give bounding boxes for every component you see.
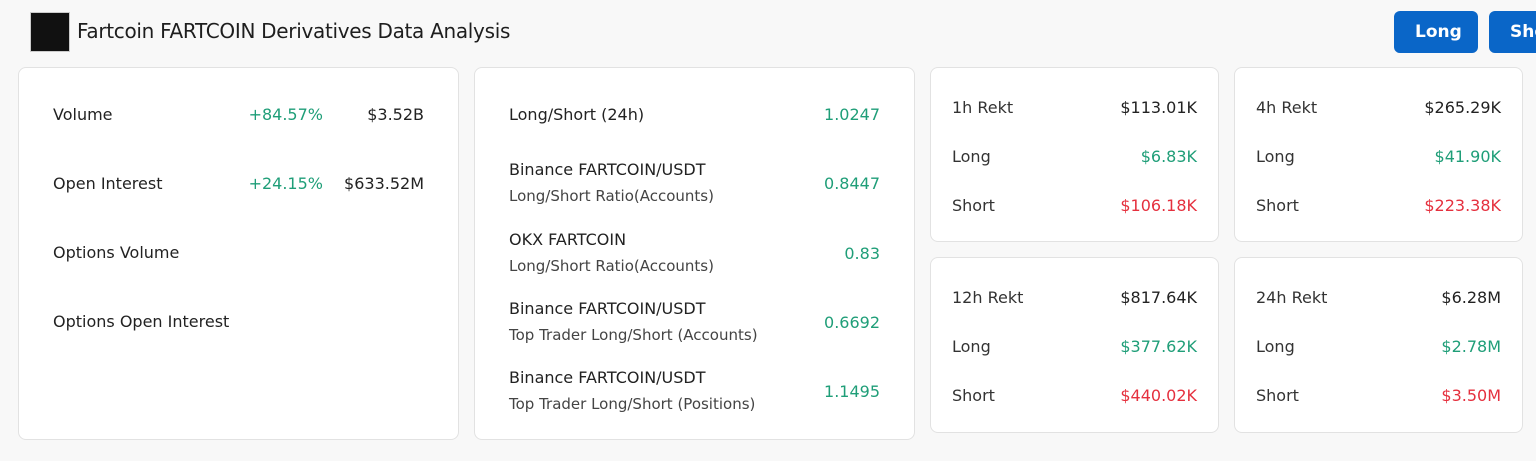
rekt-card-24h: 24h Rekt $6.28M Long $2.78M Short $3.50M <box>1234 257 1523 433</box>
rekt-label: 4h Rekt <box>1256 98 1318 117</box>
ratio-value: 1.0247 <box>824 105 880 124</box>
rekt-value: $6.83K <box>1140 147 1197 166</box>
metric-label: Options Open Interest <box>53 312 230 331</box>
metric-label: Open Interest <box>53 174 163 193</box>
rekt-label: Short <box>952 196 995 215</box>
ratio-label: Binance FARTCOIN/USDT Top Trader Long/Sho… <box>509 368 755 413</box>
ratio-label: Long/Short (24h) <box>509 105 644 124</box>
rekt-value: $265.29K <box>1424 98 1501 117</box>
rekt-label: 12h Rekt <box>952 288 1024 307</box>
ratio-value: 1.1495 <box>824 382 880 401</box>
coin-logo <box>30 12 70 52</box>
ratio-value: 0.83 <box>844 244 880 263</box>
rekt-value: $3.50M <box>1441 386 1501 405</box>
rekt-value: $6.28M <box>1441 288 1501 307</box>
rekt-value: $223.38K <box>1424 196 1501 215</box>
rekt-label: Long <box>1256 337 1295 356</box>
rekt-value: $2.78M <box>1441 337 1501 356</box>
rekt-label: Short <box>952 386 995 405</box>
rekt-value: $817.64K <box>1120 288 1197 307</box>
rekt-value: $440.02K <box>1120 386 1197 405</box>
ratio-name: Binance FARTCOIN/USDT <box>509 299 706 318</box>
rekt-label: Long <box>952 147 991 166</box>
rekt-card-12h: 12h Rekt $817.64K Long $377.62K Short $440.02… <box>930 257 1219 433</box>
page-title: Fartcoin FARTCOIN Derivatives Data Analy… <box>77 19 511 43</box>
overview-card: Volume +84.57% $3.52B Open Interest +24.15% $… <box>18 67 459 440</box>
metric-value: $3.52B <box>367 105 424 124</box>
long-button[interactable]: Long <box>1394 11 1478 53</box>
ratio-subtitle: Long/Short Ratio(Accounts) <box>509 257 714 275</box>
ratio-label: OKX FARTCOIN Long/Short Ratio(Accounts) <box>509 230 714 275</box>
rekt-label: Long <box>1256 147 1295 166</box>
metric-value: $633.52M <box>344 174 424 193</box>
rekt-card-1h: 1h Rekt $113.01K Long $6.83K Short $106.18K <box>930 67 1219 242</box>
ratio-name: OKX FARTCOIN <box>509 230 627 249</box>
ratio-subtitle: Top Trader Long/Short (Positions) <box>509 395 756 413</box>
rekt-value: $113.01K <box>1120 98 1197 117</box>
ratio-label: Binance FARTCOIN/USDT Top Trader Long/Sho… <box>509 299 758 344</box>
ratio-value: 0.8447 <box>824 174 880 193</box>
rekt-value: $41.90K <box>1434 147 1501 166</box>
ratio-subtitle: Long/Short Ratio(Accounts) <box>509 187 714 205</box>
ratio-name: Binance FARTCOIN/USDT <box>509 368 706 387</box>
rekt-card-4h: 4h Rekt $265.29K Long $41.90K Short $223.38K <box>1234 67 1523 242</box>
rekt-label: 1h Rekt <box>952 98 1014 117</box>
metric-label: Options Volume <box>53 243 180 262</box>
ratio-label: Binance FARTCOIN/USDT Long/Short Ratio(Ac… <box>509 160 714 205</box>
ratio-subtitle: Top Trader Long/Short (Accounts) <box>509 326 758 344</box>
ratio-card: Long/Short (24h) 1.0247 Binance FARTCOIN/U… <box>474 67 915 440</box>
metric-change: +24.15% <box>248 174 323 193</box>
rekt-label: Short <box>1256 196 1299 215</box>
rekt-value: $377.62K <box>1120 337 1197 356</box>
metric-label: Volume <box>53 105 113 124</box>
rekt-label: Short <box>1256 386 1299 405</box>
rekt-label: Long <box>952 337 991 356</box>
short-button[interactable]: Short <box>1489 11 1536 53</box>
metric-change: +84.57% <box>248 105 323 124</box>
rekt-value: $106.18K <box>1120 196 1197 215</box>
ratio-value: 0.6692 <box>824 313 880 332</box>
ratio-name: Binance FARTCOIN/USDT <box>509 160 706 179</box>
ratio-name: Long/Short (24h) <box>509 105 645 124</box>
rekt-label: 24h Rekt <box>1256 288 1328 307</box>
